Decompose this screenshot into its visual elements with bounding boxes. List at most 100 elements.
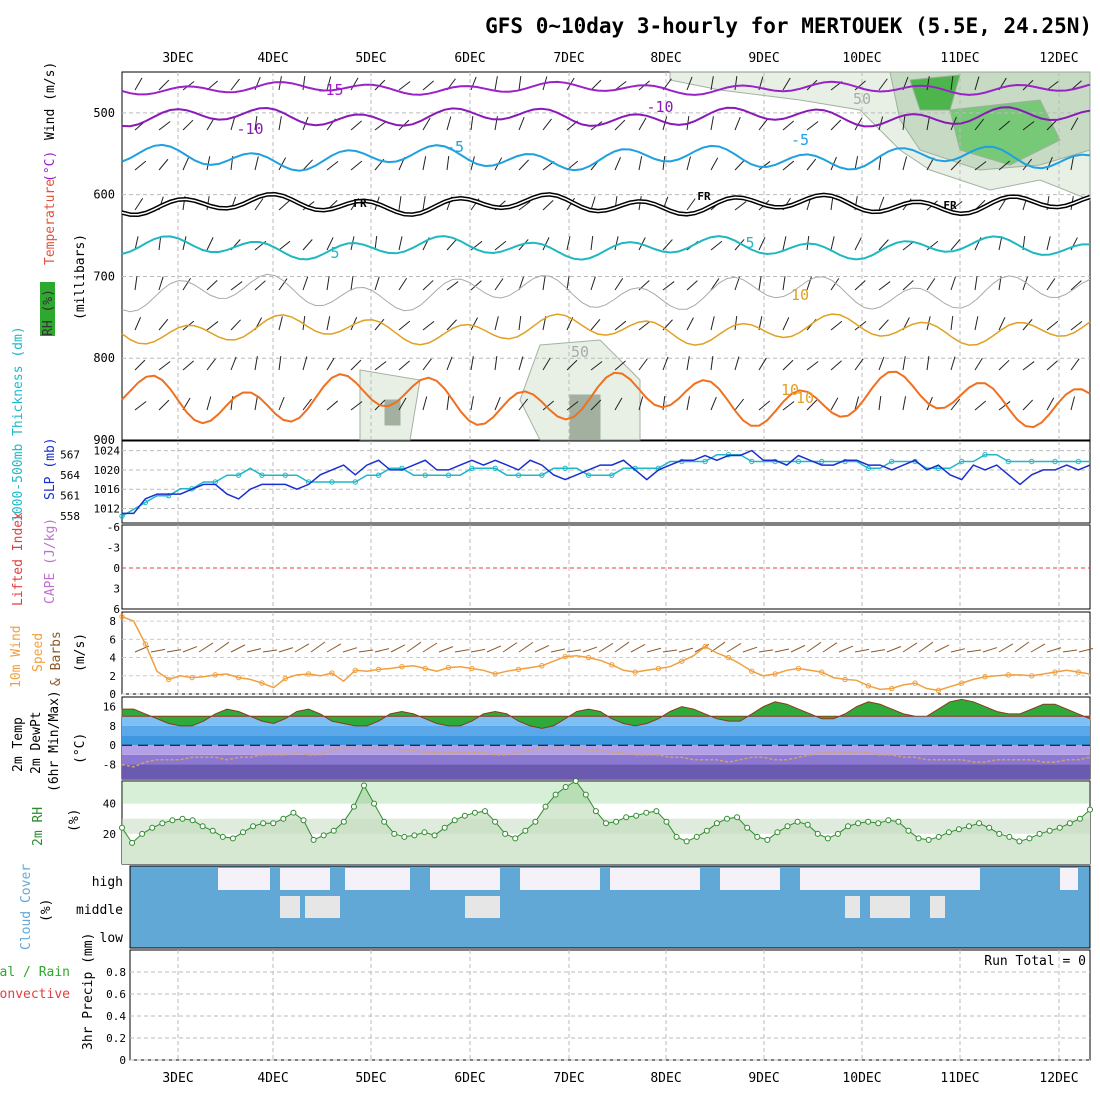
wind-barb	[302, 356, 308, 371]
wind-barb	[182, 236, 187, 251]
wind-barb	[710, 316, 715, 331]
slp-grid	[122, 441, 1090, 523]
rh-point	[310, 836, 317, 843]
wind-barb	[494, 278, 504, 291]
thickness-line-point	[329, 479, 335, 485]
wind-barb	[206, 358, 216, 371]
wind-barb	[278, 116, 282, 131]
surface-wind-barb	[838, 645, 854, 653]
surface-wind-barb	[582, 646, 598, 653]
thickness-line-point	[865, 465, 872, 472]
cloud-middle-gap	[305, 896, 340, 918]
wind-barb	[1046, 360, 1058, 371]
wind10-tick-label: 4	[109, 652, 116, 665]
surface-wind-barb	[1062, 649, 1078, 653]
slp-tick-label: 1020	[94, 464, 121, 477]
wind-barb	[278, 316, 283, 331]
surface-wind-barb	[166, 649, 182, 653]
rh-point	[734, 814, 741, 821]
wind-barb	[158, 318, 169, 331]
temp-band	[122, 754, 1090, 765]
surface-wind-barb	[1030, 643, 1046, 653]
precip-tick-label: 0	[119, 1054, 126, 1067]
lifted-index-label: Lifted Index	[11, 512, 26, 606]
wind-barb	[1070, 117, 1079, 131]
day-label-top: 7DEC	[553, 51, 584, 66]
wind10-speed-point	[305, 671, 312, 677]
rh-point	[512, 835, 519, 842]
wind10-speed-point	[142, 641, 149, 647]
rh-point	[552, 791, 559, 798]
day-labels-top: 3DEC 4DEC 5DEC 6DEC 7DEC 8DEC 9DEC 10DEC 11DEC 12…	[162, 51, 1078, 66]
rh-point	[250, 823, 257, 830]
slp-tick-label: 1016	[94, 483, 121, 496]
wind-barb	[974, 357, 983, 371]
rh-point	[1006, 833, 1013, 840]
wind-barb	[206, 396, 212, 411]
wind-barb	[758, 161, 771, 171]
precip-panel: 0 0.2 0.4 0.6 0.8 Run Total = 0 Total / Rain…	[0, 933, 1091, 1067]
wind-barb	[398, 277, 408, 291]
wind10-speed-point	[562, 653, 568, 660]
wind-barb	[326, 161, 339, 171]
cape-grid	[122, 525, 1090, 609]
surface-wind-barb	[214, 641, 230, 653]
wind-barb	[686, 156, 691, 171]
wind-barb	[686, 317, 694, 331]
rh-point	[179, 815, 186, 822]
precip-tick-label: 0.2	[106, 1032, 126, 1045]
wind-barb	[734, 398, 745, 411]
wind-barb	[134, 198, 144, 211]
wind-barb	[374, 276, 380, 291]
surface-wind-barb	[950, 648, 966, 653]
wind-barb	[254, 280, 266, 291]
cape-panel: -6 -3 0 3 6 Lifted Index CAPE (J/kg)	[11, 512, 1091, 616]
thickness-label: 1000-500mb Thickness (dm)	[11, 326, 26, 522]
thickness-tick-label: 564	[60, 469, 80, 482]
cloud-high-label: high	[92, 875, 123, 890]
rh-point	[623, 814, 630, 821]
thickness-line-point	[282, 472, 288, 478]
wind-barb	[158, 79, 170, 91]
wind-barb	[446, 239, 457, 251]
rh-point	[633, 812, 640, 819]
rh-point	[542, 803, 549, 810]
temp-max-area	[121, 698, 1091, 729]
wind-barb	[446, 156, 450, 171]
wind-barb	[662, 156, 666, 171]
wind-barb	[878, 319, 889, 331]
temp-band	[122, 725, 1090, 736]
rh-point	[401, 833, 408, 840]
contour-label: -10	[646, 98, 673, 116]
day-label-bottom: 6DEC	[454, 1071, 485, 1086]
wind-barb	[926, 356, 930, 371]
wind-barb	[1070, 358, 1080, 371]
wind10-speed-point	[1005, 672, 1012, 678]
surface-wind-barb	[934, 644, 950, 653]
thickness-line-point	[819, 458, 825, 465]
wind10-speed-point	[749, 668, 755, 674]
wind10-speed-point	[819, 669, 825, 675]
rh-point	[582, 791, 589, 798]
wind-barb	[590, 399, 602, 411]
rh-point	[451, 817, 458, 824]
surface-wind-barb	[342, 647, 358, 653]
wind10-speed-point	[235, 674, 242, 681]
cloud-middle-gap	[845, 896, 860, 918]
surface-wind-barb	[358, 649, 374, 653]
wind-barb	[326, 400, 338, 411]
precip-grid	[130, 950, 1090, 1061]
wind-barb	[782, 236, 787, 251]
wind-barb	[518, 159, 530, 171]
contour-freezing-core	[121, 193, 1091, 216]
temp2m-tick-label: 16	[103, 701, 116, 714]
wind10-speed-point	[655, 665, 662, 672]
surface-wind-barb	[614, 641, 630, 653]
thickness-line-point	[585, 472, 592, 478]
wind-barb	[326, 357, 335, 371]
surface-wind-barb	[246, 648, 262, 653]
day-label-top: 9DEC	[748, 51, 779, 66]
upper-y-ticks: 500 600 700 800 900	[93, 106, 115, 447]
